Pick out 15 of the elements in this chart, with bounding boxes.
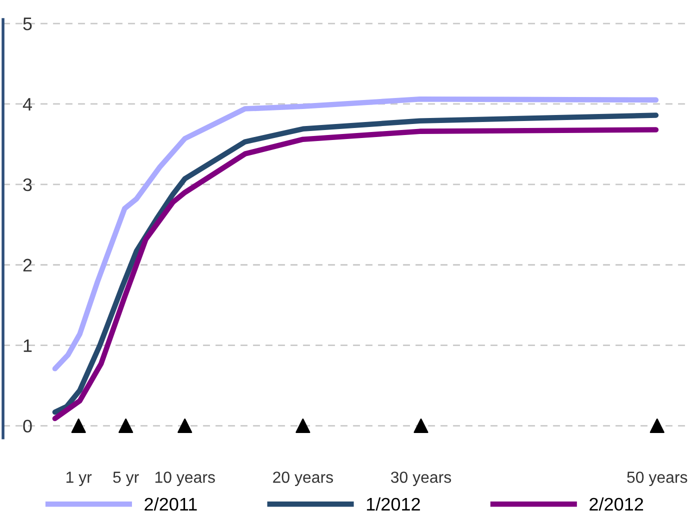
x-tick-label: 10 years	[155, 472, 215, 486]
legend-label: 2/2012	[590, 497, 644, 511]
y-tick-label: 1	[24, 339, 32, 352]
y-tick-label: 3	[23, 178, 32, 192]
x-tick-label: 1 yr	[66, 472, 92, 486]
y-tick-label: 5	[23, 18, 32, 30]
x-tick-label: 20 years	[273, 472, 333, 486]
legend-label: 2/2011	[144, 497, 197, 511]
x-tick-label: 5 yr	[113, 472, 139, 486]
y-tick-label: 4	[22, 98, 32, 111]
x-tick-label: 30 years	[390, 472, 452, 486]
legend-label: 1/2012	[366, 497, 420, 511]
x-tick-label: 50 years	[627, 472, 688, 486]
y-tick-label: 2	[23, 258, 32, 272]
y-tick-label: 0	[23, 420, 32, 432]
